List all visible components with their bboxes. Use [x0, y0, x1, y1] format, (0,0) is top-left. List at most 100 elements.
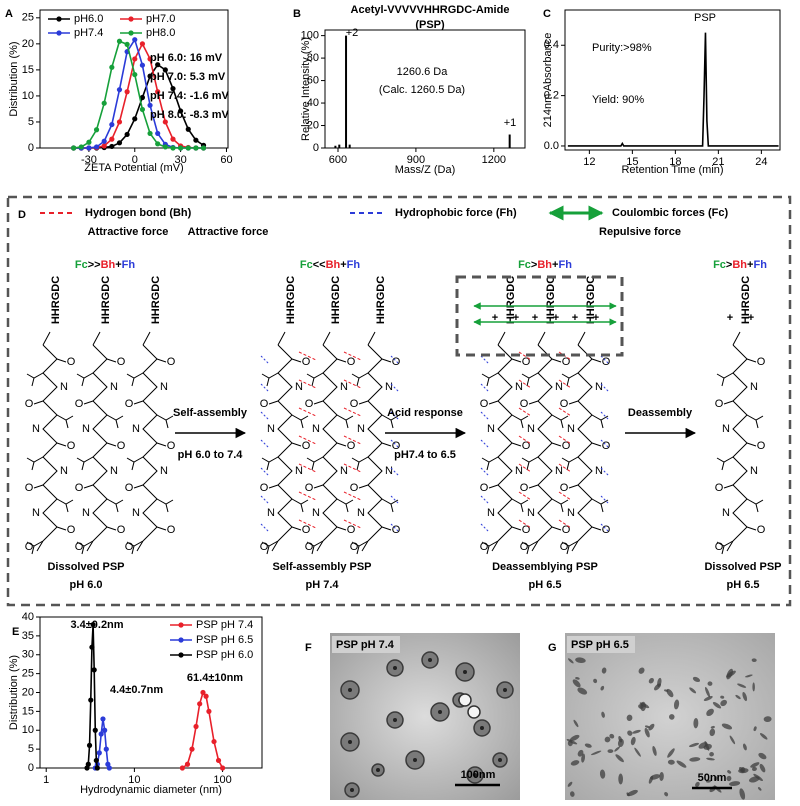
atom: N — [267, 507, 275, 519]
legend-label: PSP pH 6.5 — [196, 634, 253, 646]
legend-label: pH7.4 — [74, 27, 103, 39]
nanofiber — [644, 727, 650, 738]
bond — [568, 400, 579, 405]
atom: O — [715, 541, 724, 553]
bond — [83, 400, 94, 405]
side-chain — [131, 377, 135, 387]
nanofiber — [614, 746, 621, 752]
y-tick-label: 25 — [22, 12, 34, 24]
bond — [358, 400, 369, 405]
nanoparticle-core — [348, 740, 352, 744]
atom: O — [522, 524, 531, 536]
charge: + — [553, 312, 559, 324]
hydrogen-bond — [558, 435, 572, 445]
atom: N — [722, 423, 730, 435]
atom: O — [25, 482, 34, 494]
hydrogen-bond — [343, 407, 362, 417]
stage-ph: pH 6.0 — [69, 579, 102, 591]
data-point — [178, 145, 184, 151]
bond — [56, 526, 67, 531]
image-label: PSP pH 6.5 — [571, 639, 629, 651]
hydrogen-bond — [298, 379, 317, 389]
x-tick-label: 15 — [626, 156, 638, 168]
nanofiber — [573, 719, 579, 728]
data-point — [184, 761, 191, 767]
side-chain — [311, 461, 315, 471]
atom: O — [602, 524, 611, 536]
data-point — [109, 121, 115, 128]
atom: N — [595, 381, 603, 393]
nanofiber — [735, 694, 741, 700]
side-chain — [266, 545, 270, 555]
atom: O — [347, 356, 356, 368]
side-chain — [716, 372, 734, 379]
nanofiber — [698, 742, 708, 749]
atom: N — [340, 465, 348, 477]
nanofiber — [703, 696, 713, 702]
atom: O — [302, 440, 311, 452]
side-chain — [311, 545, 315, 555]
side-chain — [521, 456, 539, 463]
bond — [367, 331, 376, 346]
side-chain — [755, 503, 759, 513]
bond — [136, 540, 144, 552]
relation-part: Fc — [300, 259, 313, 271]
data-point — [109, 143, 115, 150]
hydrophobic-bond — [480, 411, 490, 421]
bond — [83, 484, 94, 489]
nanoparticle-core — [376, 768, 380, 772]
hydrophobic-bond — [600, 495, 610, 505]
legend-marker — [178, 622, 184, 628]
bond — [133, 484, 144, 489]
hydrogen-bond — [518, 463, 532, 473]
charge: + — [492, 312, 498, 324]
data-point — [215, 757, 222, 764]
charge: + — [748, 312, 754, 324]
atom: N — [385, 381, 393, 393]
hydrophobic-bond — [480, 467, 490, 477]
nanoparticle-core — [350, 788, 354, 792]
data-point — [206, 708, 212, 714]
y-axis-label: Distribution (%) — [8, 41, 20, 116]
nanofiber — [666, 688, 674, 698]
side-chain — [486, 545, 490, 555]
bond — [511, 442, 522, 447]
atom: O — [260, 398, 269, 410]
nanofiber — [705, 779, 712, 783]
side-chain — [520, 419, 524, 429]
atom: N — [515, 465, 523, 477]
side-chain — [76, 372, 94, 379]
nanofiber — [673, 699, 680, 710]
data-point — [109, 136, 115, 142]
atom: O — [392, 440, 401, 452]
relation-part: Fc — [518, 259, 531, 271]
nanofiber — [572, 679, 581, 688]
nanofiber — [630, 736, 636, 746]
atom: O — [125, 398, 134, 410]
force-name: Coulombic forces (Fc) — [612, 207, 728, 219]
side-chain — [261, 372, 279, 379]
hydrophobic-bond — [600, 439, 610, 449]
atom: N — [82, 423, 90, 435]
nanofiber — [568, 658, 574, 664]
nanofiber — [590, 750, 602, 756]
atom: O — [67, 440, 76, 452]
hydrogen-bond — [343, 351, 362, 361]
hydrogen-bond — [343, 435, 362, 445]
nanofiber — [695, 781, 700, 788]
nanofiber — [740, 766, 746, 773]
annotation: 61.4±10nm — [187, 672, 243, 684]
nanofiber — [618, 773, 624, 785]
relation-part: + — [552, 259, 558, 271]
atom: O — [715, 398, 724, 410]
y-tick-label: 35 — [22, 630, 34, 642]
atom: N — [555, 381, 563, 393]
panel-label: C — [543, 8, 551, 20]
annotation: pH 7.0: 5.3 mV — [150, 71, 226, 83]
y-tick-label: 20 — [22, 686, 34, 698]
atom: O — [520, 398, 529, 410]
side-chain — [560, 503, 564, 513]
series-line — [86, 624, 99, 769]
bond — [336, 442, 347, 447]
side-chain — [511, 498, 529, 505]
